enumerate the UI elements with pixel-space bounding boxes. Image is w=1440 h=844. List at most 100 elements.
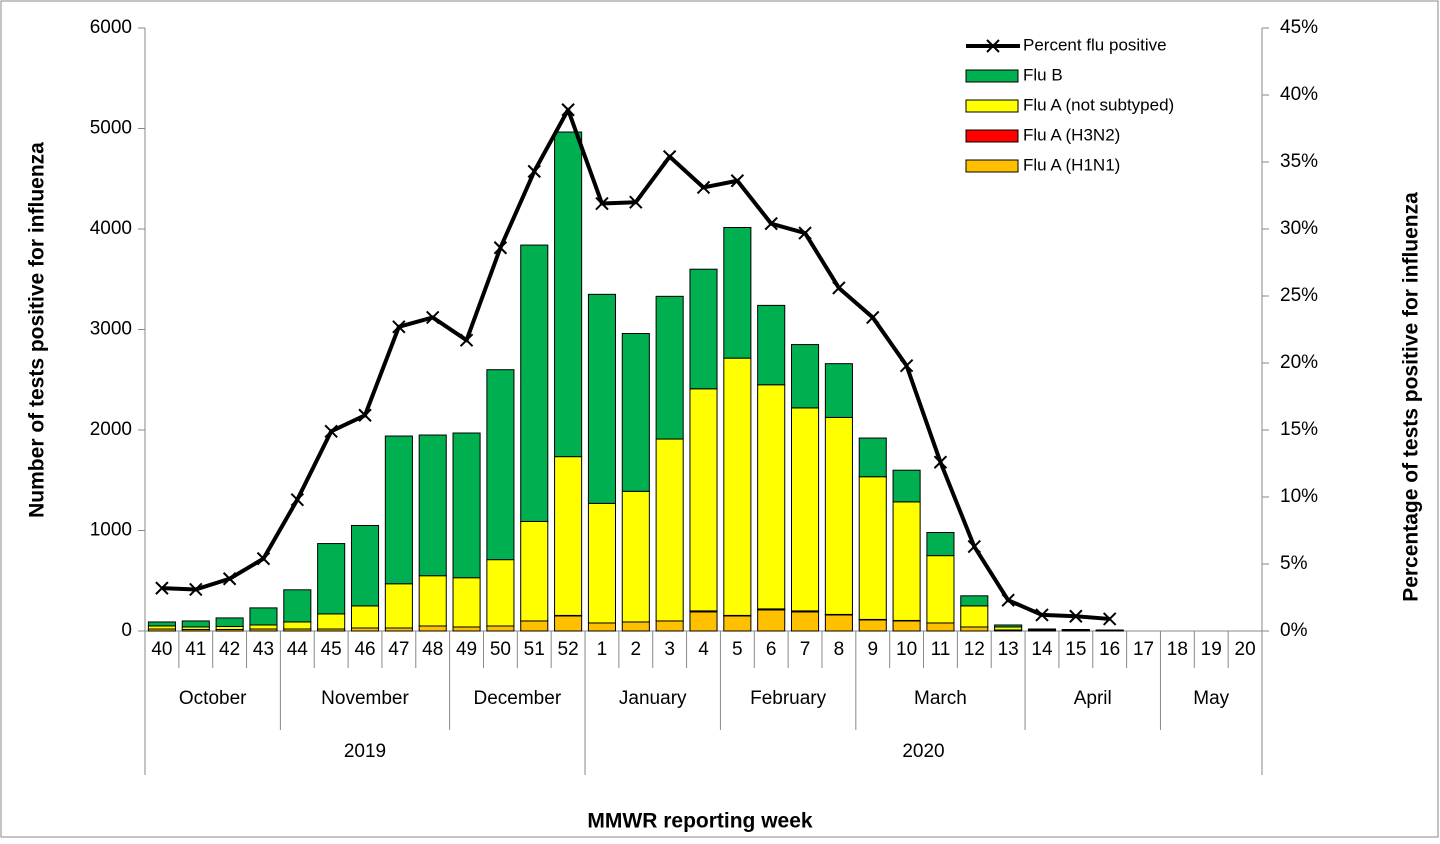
month-label: April	[1074, 688, 1112, 709]
bar-segment	[453, 433, 480, 578]
x-tick-label: 47	[388, 639, 409, 660]
bar-segment	[487, 560, 514, 626]
x-tick-label: 50	[490, 639, 511, 660]
bar-segment	[588, 623, 615, 631]
bar-segment	[521, 245, 548, 521]
bar-segment	[284, 622, 311, 629]
x-tick-label: 3	[664, 639, 675, 660]
x-tick-label: 41	[185, 639, 206, 660]
month-label: March	[914, 688, 967, 709]
x-tick-label: 13	[998, 639, 1019, 660]
month-label: January	[619, 688, 687, 709]
y-tick-label: 1000	[90, 520, 132, 541]
bar-segment	[588, 294, 615, 503]
bar-segment	[690, 389, 717, 611]
bar-segment	[995, 625, 1022, 627]
legend-swatch	[966, 160, 1018, 172]
x-tick-label: 45	[321, 639, 342, 660]
bar-segment	[284, 590, 311, 622]
y-tick-label: 2000	[90, 419, 132, 440]
bar-segment	[927, 623, 954, 631]
bar-segment	[351, 525, 378, 605]
bar-segment	[893, 502, 920, 621]
y2-tick-label: 0%	[1280, 620, 1308, 641]
month-label: November	[321, 688, 409, 709]
y2-tick-label: 45%	[1280, 17, 1318, 38]
bar-segment	[825, 364, 852, 418]
bar-segment	[690, 269, 717, 389]
legend-swatch	[966, 130, 1018, 142]
bar-segment	[758, 385, 785, 609]
year-label: 2019	[344, 741, 386, 762]
bar-segment	[351, 606, 378, 628]
bar-segment	[453, 578, 480, 627]
legend-label: Flu A (H1N1)	[1023, 155, 1120, 174]
bar-segment	[419, 626, 446, 631]
bar-segment	[927, 533, 954, 556]
y2-tick-label: 40%	[1280, 84, 1318, 105]
y2-axis-title: Percentage of tests positive for influen…	[1400, 192, 1423, 602]
bar-segment	[622, 334, 649, 492]
bar-segment	[487, 370, 514, 560]
legend-swatch	[966, 100, 1018, 112]
bar-segment	[825, 615, 852, 631]
x-tick-label: 19	[1201, 639, 1222, 660]
y-tick-label: 4000	[90, 218, 132, 239]
x-tick-label: 7	[800, 639, 811, 660]
x-axis-title: MMWR reporting week	[587, 810, 812, 833]
bar-segment	[622, 622, 649, 631]
bar-segment	[961, 627, 988, 631]
legend-label: Flu B	[1023, 65, 1063, 84]
bar-segment	[792, 345, 819, 408]
bar-segment	[927, 556, 954, 623]
bar-segment	[555, 132, 582, 457]
bar-segment	[250, 608, 277, 625]
x-tick-label: 6	[766, 639, 777, 660]
x-tick-label: 5	[732, 639, 743, 660]
y-tick-label: 5000	[90, 118, 132, 139]
month-label: December	[474, 688, 562, 709]
month-label: October	[179, 688, 247, 709]
x-tick-label: 20	[1235, 639, 1256, 660]
x-tick-label: 8	[834, 639, 845, 660]
x-tick-label: 42	[219, 639, 240, 660]
bar-segment	[859, 477, 886, 620]
bar-segment	[521, 521, 548, 620]
x-tick-label: 48	[422, 639, 443, 660]
bar-segment	[148, 622, 175, 626]
bar-segment	[521, 621, 548, 631]
x-tick-label: 2	[631, 639, 642, 660]
bar-segment	[318, 614, 345, 629]
x-tick-label: 11	[931, 639, 951, 660]
bar-segment	[656, 621, 683, 631]
bar-segment	[961, 596, 988, 606]
x-tick-label: 9	[867, 639, 878, 660]
x-tick-label: 12	[964, 639, 985, 660]
y2-tick-label: 25%	[1280, 285, 1318, 306]
x-tick-label: 4	[698, 639, 709, 660]
x-tick-label: 17	[1133, 639, 1154, 660]
month-label: May	[1193, 688, 1229, 709]
legend-label: Percent flu positive	[1023, 35, 1167, 54]
x-tick-label: 40	[151, 639, 172, 660]
bar-segment	[758, 610, 785, 631]
bar-segment	[724, 358, 751, 615]
bar-segment	[1028, 629, 1055, 630]
x-tick-label: 51	[524, 639, 545, 660]
bar-segment	[622, 491, 649, 622]
bar-segment	[893, 470, 920, 502]
x-tick-label: 52	[558, 639, 579, 660]
bar-segment	[555, 457, 582, 616]
x-tick-label: 46	[354, 639, 375, 660]
legend-label: Flu A (H3N2)	[1023, 125, 1120, 144]
bar-segment	[859, 438, 886, 477]
bar-segment	[961, 606, 988, 627]
bar-segment	[656, 296, 683, 439]
bar-segment	[792, 612, 819, 631]
x-tick-label: 44	[287, 639, 309, 660]
bar-segment	[859, 620, 886, 631]
y2-tick-label: 5%	[1280, 553, 1308, 574]
bar-segment	[588, 503, 615, 623]
